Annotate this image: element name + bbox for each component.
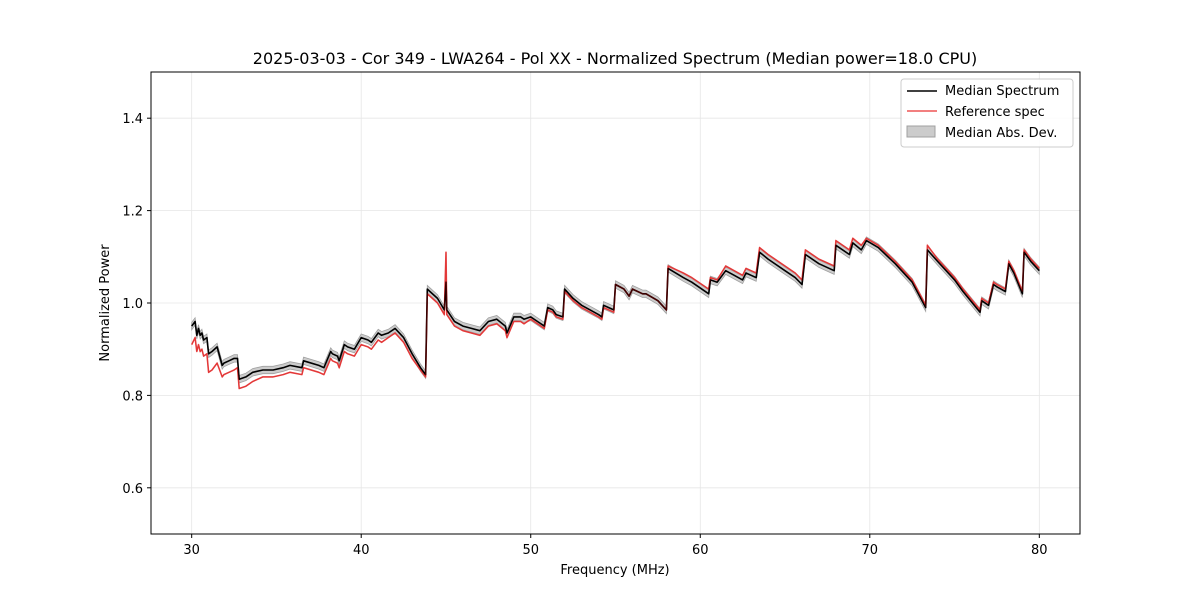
x-tick-label: 50 <box>522 543 539 558</box>
legend-reference-label: Reference spec <box>945 105 1045 120</box>
legend-median-label: Median Spectrum <box>945 84 1059 99</box>
legend-mad-label: Median Abs. Dev. <box>945 126 1057 141</box>
x-tick-label: 40 <box>353 543 370 558</box>
y-tick-label: 0.6 <box>122 482 143 497</box>
reference-spectrum-line <box>190 237 1040 390</box>
chart-title: 2025-03-03 - Cor 349 - LWA264 - Pol XX -… <box>253 49 977 68</box>
axis-ticks: 30 40 50 60 70 80 0.6 0.8 1.0 1.2 1.4 <box>122 112 1047 558</box>
y-tick-label: 1.2 <box>122 205 143 220</box>
legend: Median Spectrum Reference spec Median Ab… <box>900 78 1074 148</box>
x-axis-label: Frequency (MHz) <box>560 563 669 578</box>
x-tick-label: 70 <box>862 543 879 558</box>
y-axis-label: Normalized Power <box>98 244 113 362</box>
median-spectrum-line <box>191 239 1040 381</box>
legend-mad-swatch <box>906 125 936 138</box>
x-tick-label: 60 <box>692 543 709 558</box>
plot-area <box>190 236 1040 390</box>
y-tick-label: 1.0 <box>122 297 143 312</box>
legend-frame <box>900 78 1074 148</box>
y-tick-label: 0.8 <box>122 389 143 404</box>
x-tick-label: 80 <box>1031 543 1048 558</box>
reference-spectrum-overlay <box>191 237 1040 390</box>
x-tick-label: 30 <box>183 543 200 558</box>
y-tick-label: 1.4 <box>122 112 143 127</box>
